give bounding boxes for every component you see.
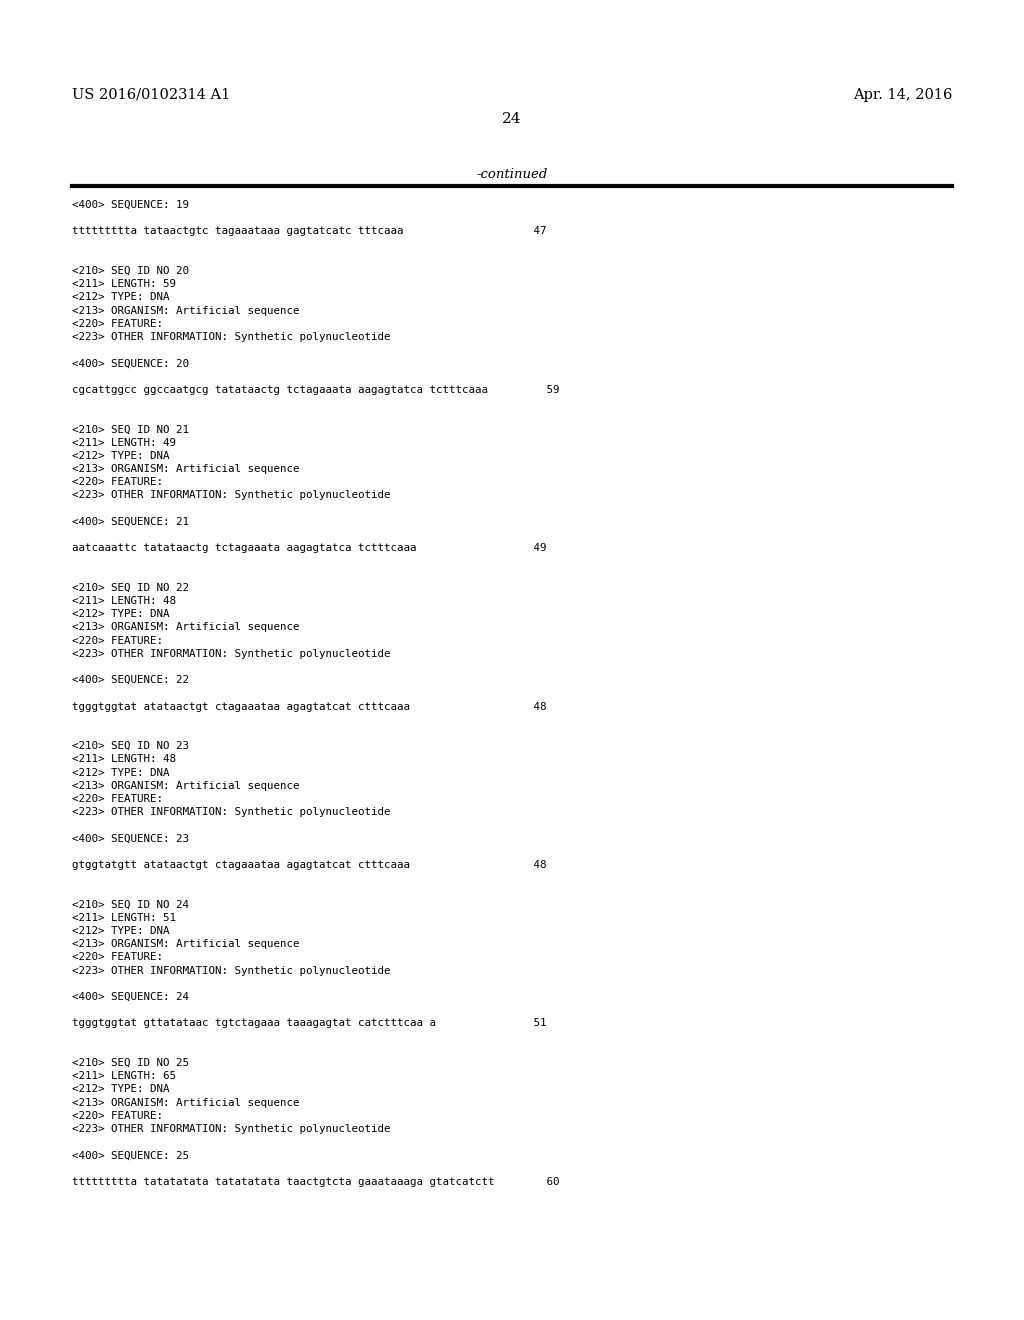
Text: <220> FEATURE:: <220> FEATURE: xyxy=(72,636,163,645)
Text: <212> TYPE: DNA: <212> TYPE: DNA xyxy=(72,927,170,936)
Text: <400> SEQUENCE: 23: <400> SEQUENCE: 23 xyxy=(72,834,189,843)
Text: <210> SEQ ID NO 25: <210> SEQ ID NO 25 xyxy=(72,1059,189,1068)
Text: 24: 24 xyxy=(502,112,522,125)
Text: <220> FEATURE:: <220> FEATURE: xyxy=(72,319,163,329)
Text: <223> OTHER INFORMATION: Synthetic polynucleotide: <223> OTHER INFORMATION: Synthetic polyn… xyxy=(72,808,390,817)
Text: aatcaaattc tatataactg tctagaaata aagagtatca tctttcaaa                  49: aatcaaattc tatataactg tctagaaata aagagta… xyxy=(72,544,547,553)
Text: <400> SEQUENCE: 24: <400> SEQUENCE: 24 xyxy=(72,993,189,1002)
Text: <212> TYPE: DNA: <212> TYPE: DNA xyxy=(72,451,170,461)
Text: <400> SEQUENCE: 22: <400> SEQUENCE: 22 xyxy=(72,676,189,685)
Text: <212> TYPE: DNA: <212> TYPE: DNA xyxy=(72,293,170,302)
Text: ttttttttta tatatatata tatatatata taactgtcta gaaataaaga gtatcatctt        60: ttttttttta tatatatata tatatatata taactgt… xyxy=(72,1177,559,1187)
Text: <223> OTHER INFORMATION: Synthetic polynucleotide: <223> OTHER INFORMATION: Synthetic polyn… xyxy=(72,649,390,659)
Text: <220> FEATURE:: <220> FEATURE: xyxy=(72,1111,163,1121)
Text: Apr. 14, 2016: Apr. 14, 2016 xyxy=(853,88,952,102)
Text: <211> LENGTH: 48: <211> LENGTH: 48 xyxy=(72,755,176,764)
Text: cgcattggcc ggccaatgcg tatataactg tctagaaata aagagtatca tctttcaaa         59: cgcattggcc ggccaatgcg tatataactg tctagaa… xyxy=(72,385,559,395)
Text: ttttttttta tataactgtc tagaaataaa gagtatcatc tttcaaa                    47: ttttttttta tataactgtc tagaaataaa gagtatc… xyxy=(72,227,547,236)
Text: <211> LENGTH: 49: <211> LENGTH: 49 xyxy=(72,438,176,447)
Text: <212> TYPE: DNA: <212> TYPE: DNA xyxy=(72,610,170,619)
Text: <400> SEQUENCE: 19: <400> SEQUENCE: 19 xyxy=(72,201,189,210)
Text: <211> LENGTH: 59: <211> LENGTH: 59 xyxy=(72,280,176,289)
Text: <210> SEQ ID NO 22: <210> SEQ ID NO 22 xyxy=(72,583,189,593)
Text: <210> SEQ ID NO 21: <210> SEQ ID NO 21 xyxy=(72,425,189,434)
Text: <223> OTHER INFORMATION: Synthetic polynucleotide: <223> OTHER INFORMATION: Synthetic polyn… xyxy=(72,1125,390,1134)
Text: <400> SEQUENCE: 20: <400> SEQUENCE: 20 xyxy=(72,359,189,368)
Text: tgggtggtat gttatataac tgtctagaaa taaagagtat catctttcaa a               51: tgggtggtat gttatataac tgtctagaaa taaagag… xyxy=(72,1019,547,1028)
Text: -continued: -continued xyxy=(476,168,548,181)
Text: gtggtatgtt atataactgt ctagaaataa agagtatcat ctttcaaa                   48: gtggtatgtt atataactgt ctagaaataa agagtat… xyxy=(72,861,547,870)
Text: US 2016/0102314 A1: US 2016/0102314 A1 xyxy=(72,88,230,102)
Text: <210> SEQ ID NO 24: <210> SEQ ID NO 24 xyxy=(72,900,189,909)
Text: <212> TYPE: DNA: <212> TYPE: DNA xyxy=(72,1085,170,1094)
Text: <211> LENGTH: 65: <211> LENGTH: 65 xyxy=(72,1072,176,1081)
Text: <220> FEATURE:: <220> FEATURE: xyxy=(72,478,163,487)
Text: <213> ORGANISM: Artificial sequence: <213> ORGANISM: Artificial sequence xyxy=(72,623,299,632)
Text: <211> LENGTH: 51: <211> LENGTH: 51 xyxy=(72,913,176,923)
Text: <400> SEQUENCE: 21: <400> SEQUENCE: 21 xyxy=(72,517,189,527)
Text: <210> SEQ ID NO 23: <210> SEQ ID NO 23 xyxy=(72,742,189,751)
Text: <220> FEATURE:: <220> FEATURE: xyxy=(72,953,163,962)
Text: <220> FEATURE:: <220> FEATURE: xyxy=(72,795,163,804)
Text: <213> ORGANISM: Artificial sequence: <213> ORGANISM: Artificial sequence xyxy=(72,940,299,949)
Text: tgggtggtat atataactgt ctagaaataa agagtatcat ctttcaaa                   48: tgggtggtat atataactgt ctagaaataa agagtat… xyxy=(72,702,547,711)
Text: <213> ORGANISM: Artificial sequence: <213> ORGANISM: Artificial sequence xyxy=(72,1098,299,1107)
Text: <211> LENGTH: 48: <211> LENGTH: 48 xyxy=(72,597,176,606)
Text: <213> ORGANISM: Artificial sequence: <213> ORGANISM: Artificial sequence xyxy=(72,465,299,474)
Text: <223> OTHER INFORMATION: Synthetic polynucleotide: <223> OTHER INFORMATION: Synthetic polyn… xyxy=(72,333,390,342)
Text: <210> SEQ ID NO 20: <210> SEQ ID NO 20 xyxy=(72,267,189,276)
Text: <223> OTHER INFORMATION: Synthetic polynucleotide: <223> OTHER INFORMATION: Synthetic polyn… xyxy=(72,966,390,975)
Text: <223> OTHER INFORMATION: Synthetic polynucleotide: <223> OTHER INFORMATION: Synthetic polyn… xyxy=(72,491,390,500)
Text: <213> ORGANISM: Artificial sequence: <213> ORGANISM: Artificial sequence xyxy=(72,306,299,315)
Text: <213> ORGANISM: Artificial sequence: <213> ORGANISM: Artificial sequence xyxy=(72,781,299,791)
Text: <400> SEQUENCE: 25: <400> SEQUENCE: 25 xyxy=(72,1151,189,1160)
Text: <212> TYPE: DNA: <212> TYPE: DNA xyxy=(72,768,170,777)
